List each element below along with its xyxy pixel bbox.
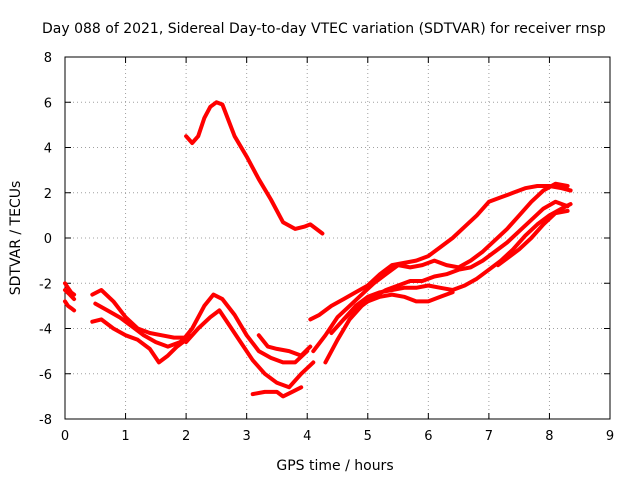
x-tick-label: 7 [485, 429, 493, 444]
series-line-arc-b [93, 301, 192, 349]
series-line-arc-long-2 [311, 181, 570, 354]
x-tick-label: 1 [121, 429, 129, 444]
series-group [63, 100, 573, 399]
y-tick-label: -4 [39, 323, 52, 338]
x-tick-label: 0 [61, 429, 69, 444]
y-tick-label: 0 [44, 232, 52, 247]
series-line-arc-c [90, 317, 189, 365]
chart-title: Day 088 of 2021, Sidereal Day-to-day VTE… [42, 21, 606, 37]
x-tick-label: 6 [424, 429, 432, 444]
x-tick-label: 3 [243, 429, 251, 444]
series-line-arc-long-4 [341, 202, 573, 322]
series-line-arc-mid-3 [256, 333, 313, 358]
y-tick-label: 4 [44, 142, 52, 157]
x-tick-labels: 0 1 2 3 4 5 6 7 8 9 [61, 429, 614, 444]
y-tick-label: 2 [44, 187, 52, 202]
series-line-arc-mid-1 [181, 292, 310, 365]
series-line-arc-mid-4 [250, 385, 304, 399]
x-tick-label: 9 [606, 429, 614, 444]
x-tick-label: 2 [182, 429, 190, 444]
x-tick-label: 4 [303, 429, 311, 444]
x-tick-label: 8 [545, 429, 553, 444]
grid [65, 57, 610, 419]
series-line-arc-long-3 [323, 199, 570, 365]
series-line-arc-start-1 [63, 281, 77, 297]
series-line-arc-end-1 [496, 208, 570, 268]
y-tick-label: -8 [39, 413, 52, 428]
y-tick-label: -6 [39, 368, 52, 383]
series-line-arc-start-2 [63, 299, 77, 313]
series-line-arc-mid-2 [184, 308, 316, 390]
x-tick-label: 5 [364, 429, 372, 444]
axis-ticks [64, 56, 611, 420]
series-line-arc-long-5 [329, 290, 455, 335]
series-line-arc-long-1 [308, 184, 573, 322]
y-tick-label: 6 [44, 96, 52, 111]
y-tick-labels: -8 -6 -4 -2 0 2 4 6 8 [39, 51, 52, 428]
series-line-arc-start-3 [63, 288, 77, 302]
x-axis-label: GPS time / hours [276, 458, 393, 474]
series-line-arc-top [184, 100, 325, 236]
y-tick-label: -2 [39, 277, 52, 292]
y-axis-label: SDTVAR / TECUs [8, 181, 24, 296]
y-tick-label: 8 [44, 51, 52, 66]
